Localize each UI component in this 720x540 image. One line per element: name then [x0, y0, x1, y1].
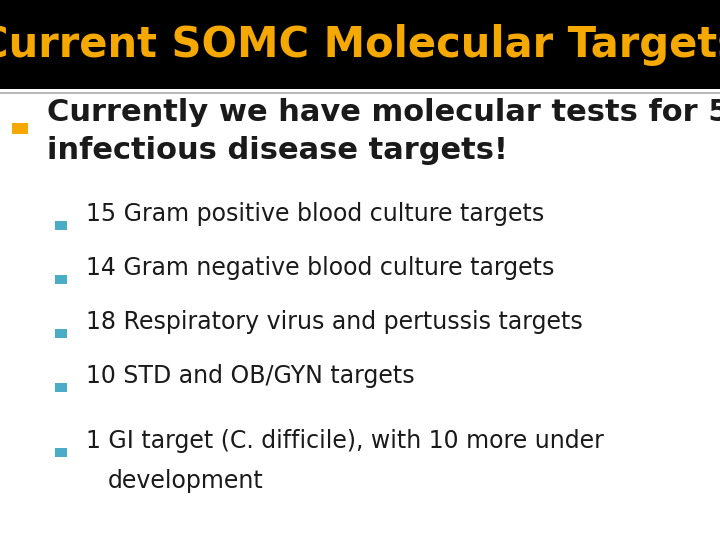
FancyBboxPatch shape — [55, 448, 67, 457]
Text: development: development — [108, 469, 264, 493]
FancyBboxPatch shape — [55, 275, 67, 284]
FancyBboxPatch shape — [12, 123, 28, 134]
Text: Current SOMC Molecular Targets: Current SOMC Molecular Targets — [0, 24, 720, 65]
FancyBboxPatch shape — [55, 383, 67, 392]
FancyBboxPatch shape — [55, 329, 67, 338]
Text: 14 Gram negative blood culture targets: 14 Gram negative blood culture targets — [86, 256, 555, 280]
Text: Currently we have molecular tests for 58: Currently we have molecular tests for 58 — [47, 98, 720, 127]
Text: 18 Respiratory virus and pertussis targets: 18 Respiratory virus and pertussis targe… — [86, 310, 583, 334]
Text: infectious disease targets!: infectious disease targets! — [47, 136, 508, 165]
Text: 10 STD and OB/GYN targets: 10 STD and OB/GYN targets — [86, 364, 415, 388]
Text: 1 GI target (C. difficile), with 10 more under: 1 GI target (C. difficile), with 10 more… — [86, 429, 604, 453]
FancyBboxPatch shape — [55, 221, 67, 230]
FancyBboxPatch shape — [0, 0, 720, 89]
Text: 15 Gram positive blood culture targets: 15 Gram positive blood culture targets — [86, 202, 544, 226]
